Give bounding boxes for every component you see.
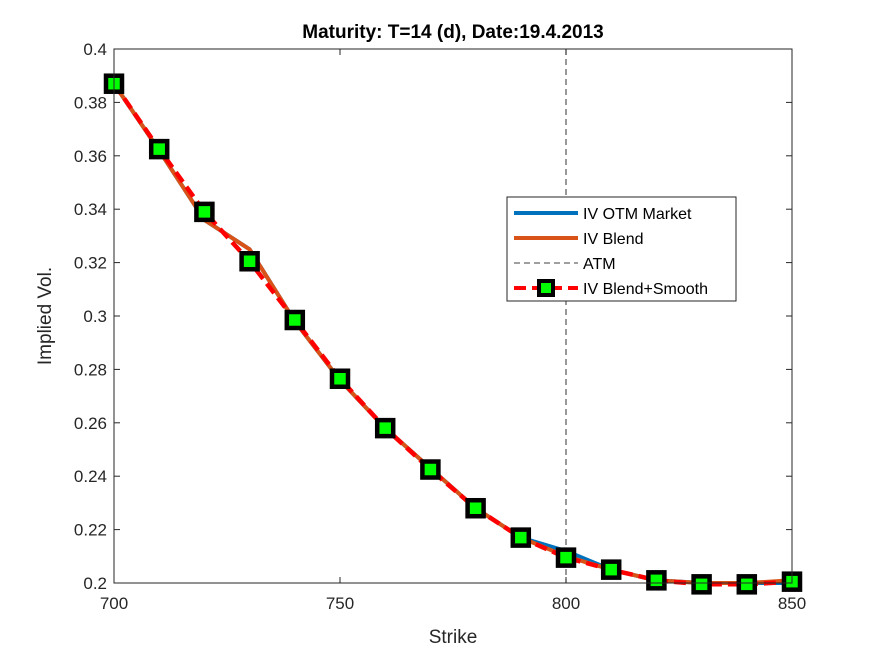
x-tick-label: 850: [778, 594, 806, 613]
y-tick-label: 0.38: [74, 93, 107, 112]
legend-label-iv-blend-smooth: IV Blend+Smooth: [583, 281, 708, 298]
iv-blend-smooth-marker: [420, 459, 441, 480]
x-tick-label: 800: [552, 594, 580, 613]
x-tick-label: 700: [100, 594, 128, 613]
axes-box: [113, 48, 793, 584]
iv-blend-smooth-marker: [736, 574, 758, 595]
iv-blend-smooth-marker: [239, 251, 260, 272]
iv-blend-smooth-marker: [510, 527, 532, 548]
y-tick-label: 0.36: [74, 147, 107, 166]
y-tick-label: 0.22: [74, 521, 107, 540]
legend-label-atm: ATM: [583, 256, 616, 273]
iv-blend-smooth-marker: [691, 574, 712, 595]
chart-title: Maturity: T=14 (d), Date:19.4.2013: [302, 22, 603, 43]
iv-blend-smooth-marker: [555, 547, 577, 568]
y-tick-label: 0.26: [74, 414, 107, 433]
y-axis-title: Implied Vol.: [35, 267, 56, 365]
iv-blend-smooth-marker: [284, 309, 306, 331]
y-tick-label: 0.32: [74, 254, 107, 273]
y-tick-label: 0.4: [83, 40, 107, 59]
legend-label-iv-blend: IV Blend: [583, 231, 643, 248]
y-tick-label: 0.3: [83, 307, 107, 326]
iv-blend-smooth-marker: [465, 497, 486, 519]
iv-blend-smooth-marker: [148, 138, 170, 160]
x-axis-title: Strike: [429, 627, 478, 648]
y-tick-label: 0.28: [74, 360, 107, 379]
legend: IV OTM Market IV Blend ATM IV Blend+Smoo…: [506, 196, 737, 302]
series-layer: [112, 82, 793, 587]
iv-blend-smooth-marker: [374, 417, 396, 439]
iv-blend-smooth-marker: [329, 368, 351, 389]
y-tick-label: 0.24: [74, 467, 107, 486]
plot-area: [114, 49, 792, 583]
iv-blend-smooth-marker: [646, 570, 667, 591]
axis-ticks: 0.2 0.22 0.24 0.26 0.28 0.3 0.32 0.34 0.36 0.38 0.…: [74, 40, 806, 613]
iv-blend-smooth-marker: [194, 201, 215, 223]
iv-blend-smooth-line: [112, 82, 793, 587]
y-tick-label: 0.2: [83, 574, 107, 593]
marker-layer: [103, 73, 803, 595]
y-tick-label: 0.34: [74, 200, 107, 219]
legend-label-iv-otm-market: IV OTM Market: [583, 206, 692, 223]
iv-blend-smooth-marker: [600, 559, 622, 580]
legend-marker-iv-blend-smooth: [537, 279, 555, 297]
x-tick-label: 750: [326, 594, 354, 613]
